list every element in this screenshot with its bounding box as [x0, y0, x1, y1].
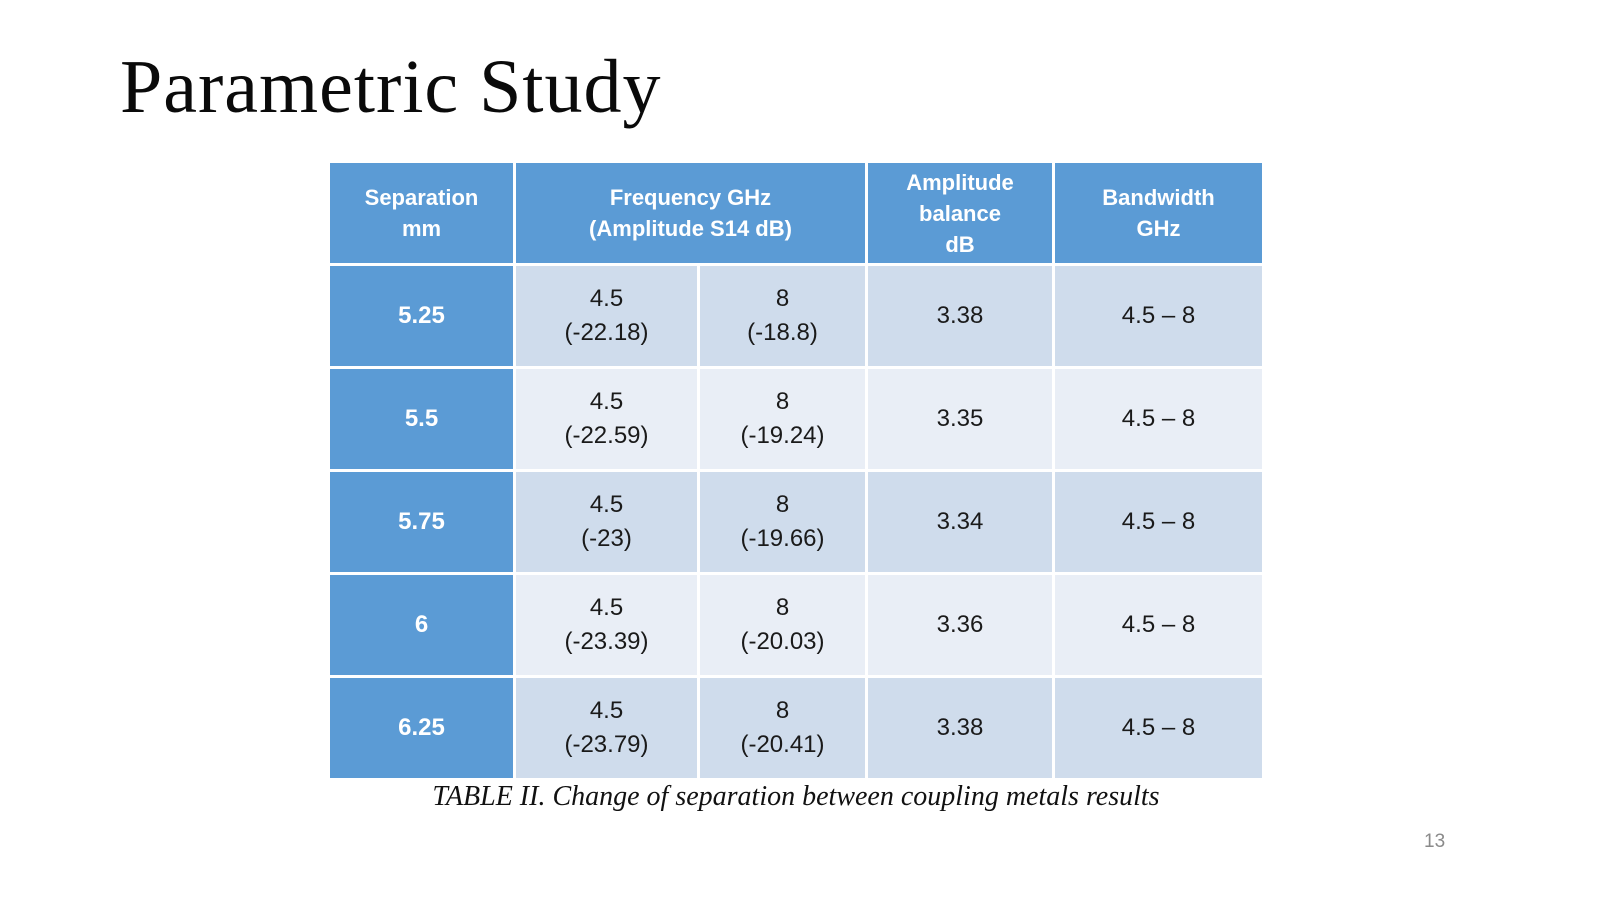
row3-amp-high-value: (-19.66): [740, 525, 825, 552]
header-cell-bandwidth: Bandwidth GHz: [1055, 163, 1262, 263]
row1-freq-high-cell: 8 (-18.8): [700, 266, 865, 366]
row1-amp-low-value: (-22.18): [564, 319, 649, 346]
row5-freq-low-value: 4.5: [589, 697, 624, 724]
row5-bandwidth-value: 4.5 – 8: [1121, 714, 1196, 741]
row3-freq-low-value: 4.5: [589, 491, 624, 518]
row3-balance-value: 3.34: [936, 508, 984, 535]
row4-freq-low-cell: 4.5 (-23.39): [516, 575, 697, 675]
row5-separation-value: 6.25: [398, 714, 445, 741]
row1-freq-low-value: 4.5: [589, 285, 624, 312]
row4-balance-value: 3.36: [936, 611, 984, 638]
header-cell-separation: Separation mm: [330, 163, 513, 263]
header-cell-frequency: Frequency GHz (Amplitude S14 dB): [516, 163, 865, 263]
row2-freq-low-cell: 4.5 (-22.59): [516, 369, 697, 469]
row1-bandwidth-cell: 4.5 – 8: [1055, 266, 1262, 366]
row1-freq-high-value: 8: [775, 285, 790, 312]
header-frequency-line2: (Amplitude S14 dB): [589, 216, 792, 241]
header-amplitude-line2: balance: [919, 200, 1001, 226]
row1-separation-cell: 5.25: [330, 266, 513, 366]
header-amplitude-line1: Amplitude: [906, 169, 1014, 195]
row4-freq-low-value: 4.5: [589, 594, 624, 621]
row1-balance-value: 3.38: [936, 302, 984, 329]
row4-separation-cell: 6: [330, 575, 513, 675]
row5-balance-cell: 3.38: [868, 678, 1052, 778]
row3-freq-high-value: 8: [775, 491, 790, 518]
header-bandwidth-line1: Bandwidth: [1102, 185, 1215, 210]
row2-balance-cell: 3.35: [868, 369, 1052, 469]
row4-freq-high-cell: 8 (-20.03): [700, 575, 865, 675]
row1-separation-value: 5.25: [398, 302, 445, 329]
row3-bandwidth-cell: 4.5 – 8: [1055, 472, 1262, 572]
page-title: Parametric Study: [120, 45, 662, 129]
header-separation-line1: Separation: [364, 185, 479, 210]
header-amplitude-line3: dB: [945, 231, 975, 257]
row2-balance-value: 3.35: [936, 405, 984, 432]
row2-bandwidth-cell: 4.5 – 8: [1055, 369, 1262, 469]
header-frequency-line1: Frequency GHz: [609, 185, 772, 210]
row5-balance-value: 3.38: [936, 714, 984, 741]
row4-amp-low-value: (-23.39): [564, 628, 649, 655]
row2-separation-value: 5.5: [404, 405, 439, 432]
row2-freq-high-cell: 8 (-19.24): [700, 369, 865, 469]
row5-freq-high-value: 8: [775, 697, 790, 724]
row1-amp-high-value: (-18.8): [747, 319, 818, 346]
header-cell-amplitude-balance: Amplitude balance dB: [868, 163, 1052, 263]
page-number: 13: [1424, 831, 1446, 852]
row4-bandwidth-value: 4.5 – 8: [1121, 611, 1196, 638]
row4-balance-cell: 3.36: [868, 575, 1052, 675]
row1-bandwidth-value: 4.5 – 8: [1121, 302, 1196, 329]
header-separation-line2: mm: [401, 216, 442, 241]
row3-bandwidth-value: 4.5 – 8: [1121, 508, 1196, 535]
header-bandwidth-line2: GHz: [1136, 216, 1181, 241]
row3-amp-low-value: (-23): [581, 525, 632, 552]
row5-amp-low-value: (-23.79): [564, 731, 649, 758]
row2-bandwidth-value: 4.5 – 8: [1121, 405, 1196, 432]
row3-separation-value: 5.75: [398, 508, 445, 535]
row2-freq-high-value: 8: [775, 388, 790, 415]
row3-separation-cell: 5.75: [330, 472, 513, 572]
row2-amp-low-value: (-22.59): [564, 422, 649, 449]
table-caption: TABLE II. Change of separation between c…: [432, 781, 1160, 812]
row4-freq-high-value: 8: [775, 594, 790, 621]
row3-freq-low-cell: 4.5 (-23): [516, 472, 697, 572]
row4-separation-value: 6: [414, 611, 429, 638]
row5-bandwidth-cell: 4.5 – 8: [1055, 678, 1262, 778]
row5-amp-high-value: (-20.41): [740, 731, 825, 758]
row3-balance-cell: 3.34: [868, 472, 1052, 572]
row2-amp-high-value: (-19.24): [740, 422, 825, 449]
row2-separation-cell: 5.5: [330, 369, 513, 469]
row5-freq-low-cell: 4.5 (-23.79): [516, 678, 697, 778]
row3-freq-high-cell: 8 (-19.66): [700, 472, 865, 572]
row1-balance-cell: 3.38: [868, 266, 1052, 366]
parametric-results-table: Separation mm Frequency GHz (Amplitude S…: [330, 163, 1262, 778]
row4-bandwidth-cell: 4.5 – 8: [1055, 575, 1262, 675]
row2-freq-low-value: 4.5: [589, 388, 624, 415]
row1-freq-low-cell: 4.5 (-22.18): [516, 266, 697, 366]
row4-amp-high-value: (-20.03): [740, 628, 825, 655]
row5-freq-high-cell: 8 (-20.41): [700, 678, 865, 778]
row5-separation-cell: 6.25: [330, 678, 513, 778]
